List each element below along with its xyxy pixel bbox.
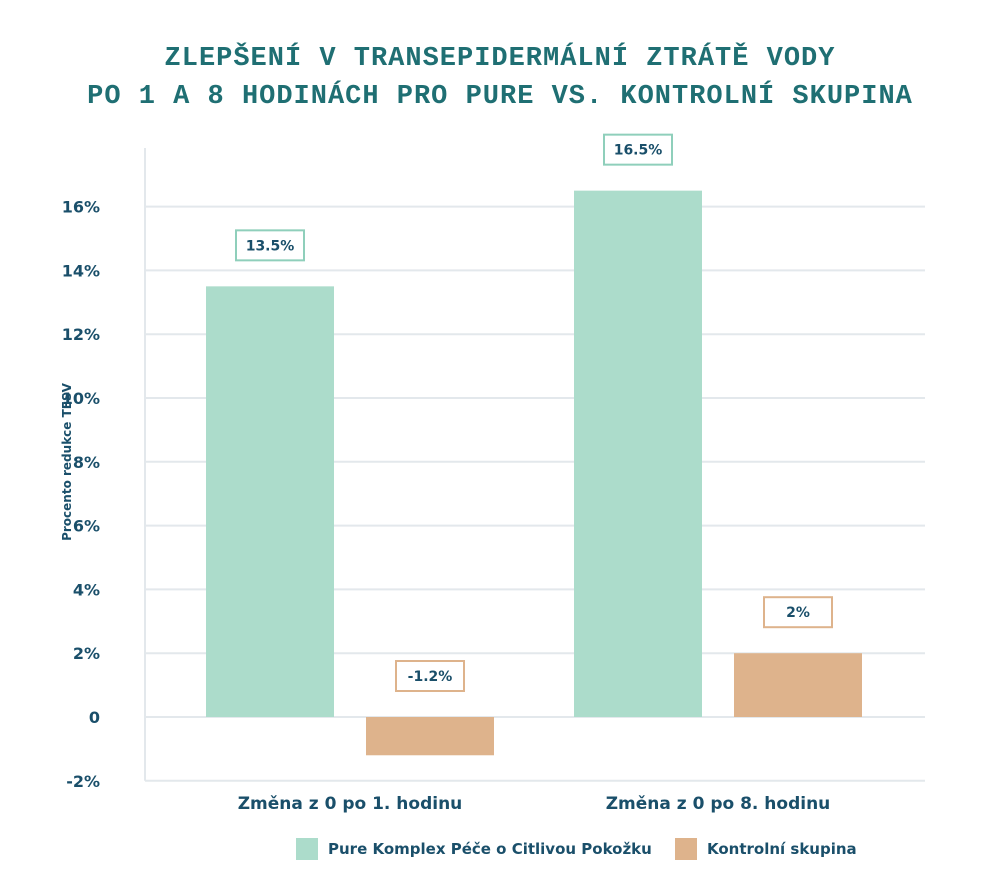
- y-tick-label: 4%: [73, 580, 100, 599]
- legend-swatch-pure: [296, 838, 318, 860]
- bar-control-2: [734, 653, 862, 717]
- data-label-box: [235, 229, 305, 262]
- bar-control-1: [366, 717, 494, 756]
- y-tick-label: 10%: [62, 389, 100, 408]
- data-label-box: [763, 596, 833, 629]
- bar-chart: -2% 0 2% 4% 6% 8% 10% 12% 14% 16% Procento redukce…: [60, 133, 925, 814]
- y-tick-label: 2%: [73, 644, 100, 663]
- y-tick-label: 12%: [62, 325, 100, 344]
- legend-label-control: Kontrolní skupina: [707, 840, 857, 858]
- y-tick-label: 14%: [62, 261, 100, 280]
- y-tick-label: 16%: [62, 198, 100, 217]
- data-label-box: [603, 133, 673, 166]
- chart-title-line-2: PO 1 A 8 HODINÁCH PRO PURE VS. KONTROLNÍ…: [87, 82, 913, 112]
- y-tick-label: -2%: [66, 772, 100, 791]
- legend-swatch-control: [675, 838, 697, 860]
- bar-pure-1: [206, 286, 334, 717]
- data-label: 16.5%: [614, 143, 663, 159]
- data-label: -1.2%: [408, 669, 453, 685]
- y-tick-label: 0: [89, 708, 100, 727]
- x-category-label: Změna z 0 po 8. hodinu: [606, 794, 831, 814]
- y-axis-label: Procento redukce TESV: [60, 382, 74, 541]
- legend-label-pure: Pure Komplex Péče o Citlivou Pokožku: [328, 840, 652, 858]
- y-tick-label: 8%: [73, 453, 100, 472]
- data-label-box: [395, 660, 465, 692]
- chart-title-line-1: ZLEPŠENÍ V TRANSEPIDERMÁLNÍ ZTRÁTĚ VODY: [164, 44, 836, 74]
- y-tick-label: 6%: [73, 517, 100, 536]
- bar-pure-2: [574, 190, 702, 717]
- legend-item-pure: Pure Komplex Péče o Citlivou Pokožku: [296, 838, 652, 860]
- data-label: 13.5%: [246, 238, 295, 254]
- x-category-label: Změna z 0 po 1. hodinu: [238, 794, 463, 814]
- legend-item-control: Kontrolní skupina: [675, 838, 857, 860]
- data-label: 2%: [786, 605, 810, 621]
